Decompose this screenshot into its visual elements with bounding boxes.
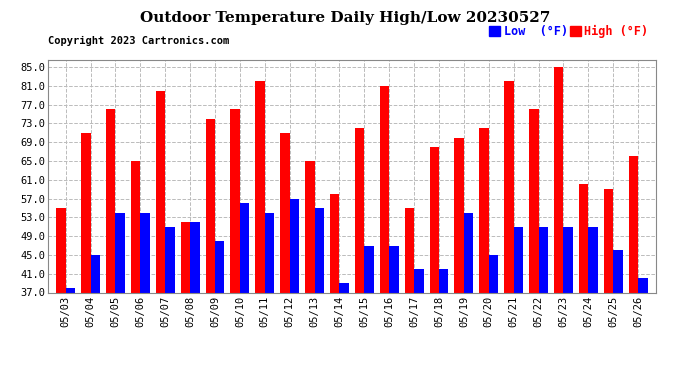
Bar [513,227,523,292]
Legend: Low  (°F), High (°F): Low (°F), High (°F) [489,24,649,39]
Bar [57,208,66,292]
Bar [538,227,548,292]
Bar [255,81,265,292]
Text: Outdoor Temperature Daily High/Low 20230527: Outdoor Temperature Daily High/Low 20230… [140,11,550,25]
Bar [564,227,573,292]
Bar [190,222,199,292]
Bar [404,208,414,292]
Bar [380,86,389,292]
Bar [140,213,150,292]
Bar [489,255,498,292]
Bar [230,110,240,292]
Bar [604,189,613,292]
Bar [315,208,324,292]
Bar [115,213,125,292]
Bar [131,161,140,292]
Bar [430,147,439,292]
Bar [66,288,75,292]
Bar [90,255,100,292]
Bar [364,246,374,292]
Text: Copyright 2023 Cartronics.com: Copyright 2023 Cartronics.com [48,36,230,46]
Bar [504,81,513,292]
Bar [290,198,299,292]
Bar [206,119,215,292]
Bar [339,283,349,292]
Bar [156,90,166,292]
Bar [464,213,473,292]
Bar [414,269,424,292]
Bar [480,128,489,292]
Bar [330,194,339,292]
Bar [389,246,399,292]
Bar [355,128,364,292]
Bar [629,156,638,292]
Bar [638,278,647,292]
Bar [166,227,175,292]
Bar [613,250,622,292]
Bar [106,110,115,292]
Bar [215,241,224,292]
Bar [240,203,249,292]
Bar [579,184,589,292]
Bar [280,133,290,292]
Bar [529,110,538,292]
Bar [589,227,598,292]
Bar [455,138,464,292]
Bar [265,213,274,292]
Bar [81,133,90,292]
Bar [305,161,315,292]
Bar [439,269,449,292]
Bar [181,222,190,292]
Bar [554,67,564,292]
